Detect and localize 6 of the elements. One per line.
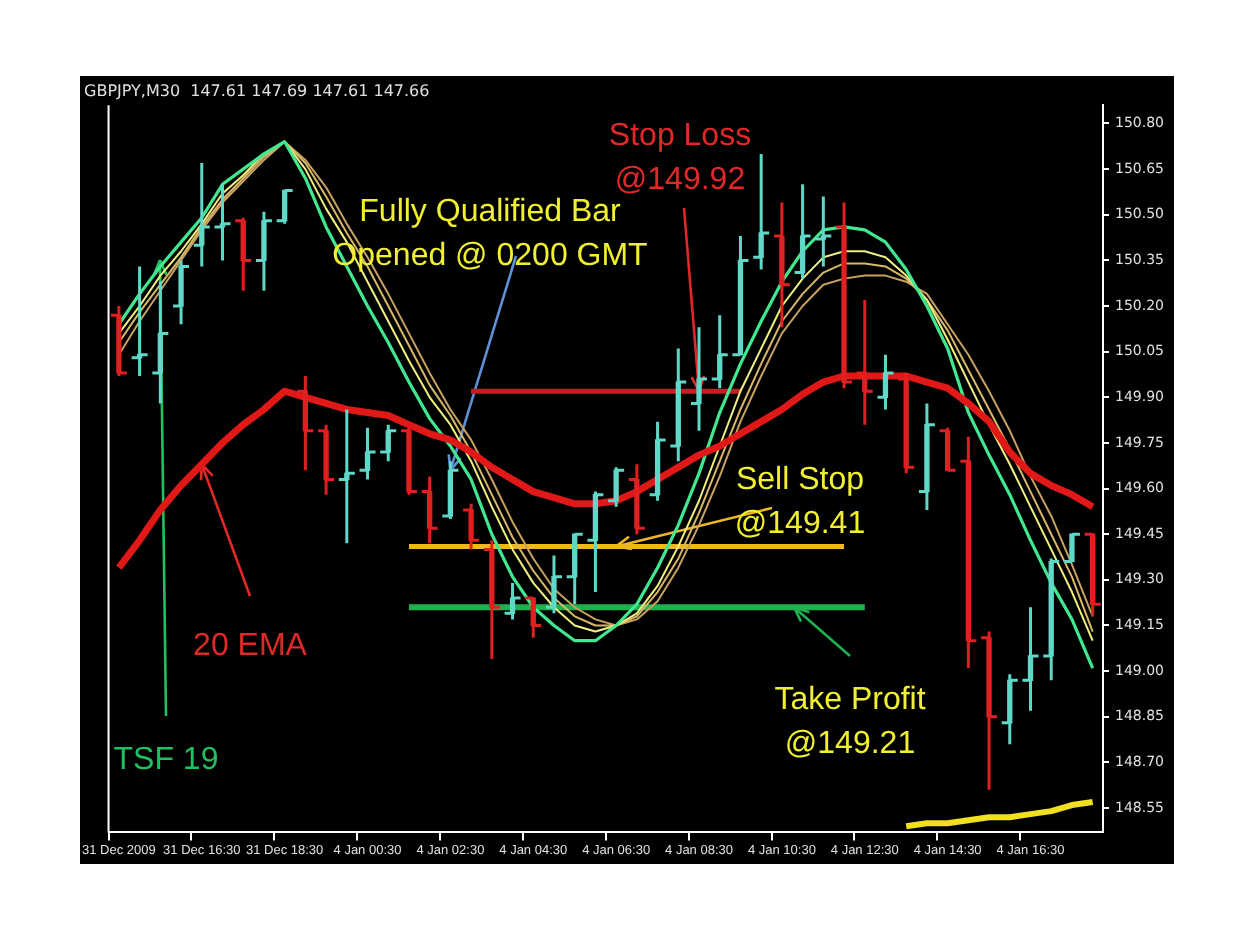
annotation: Take Profit @149.21 [774,682,927,761]
chart-title: GBPJPY,M30 147.61 147.69 147.61 147.66 [84,81,430,100]
annotation: Sell Stop @149.41 [734,462,866,541]
annotation: TSF 19 [113,742,219,777]
annotation: 20 EMA [193,628,308,663]
annotation: Stop Loss @149.92 [608,118,752,197]
